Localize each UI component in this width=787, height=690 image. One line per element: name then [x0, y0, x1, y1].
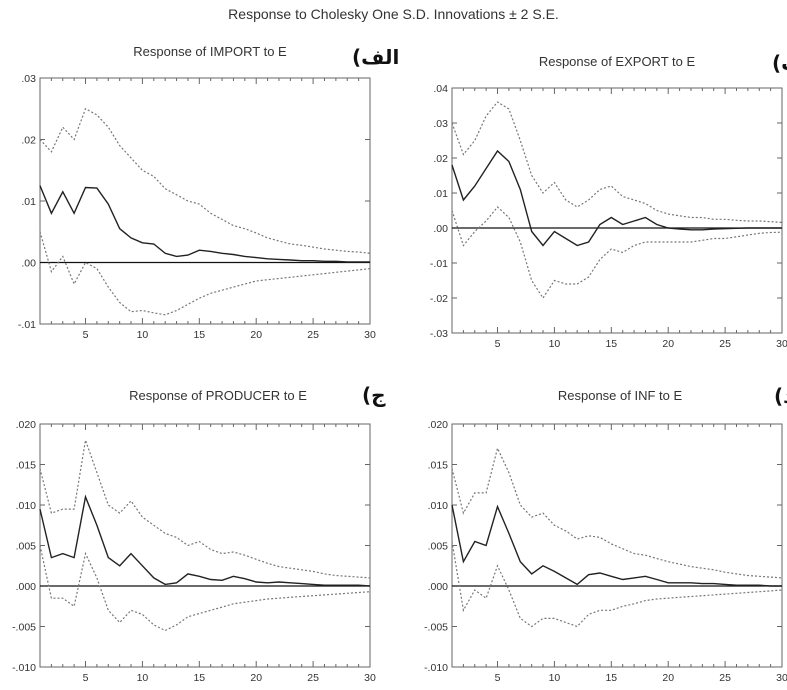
y-tick-label: -.005 [424, 622, 448, 634]
y-tick-label: .015 [428, 460, 449, 472]
y-tick-label: .005 [16, 541, 37, 553]
confidence-band-lower [451, 206, 783, 300]
y-tick-label: -.01 [18, 319, 36, 331]
y-tick-label: -.01 [430, 258, 448, 270]
y-tick-label: .02 [433, 153, 448, 165]
y-tick-label: .015 [16, 460, 37, 472]
y-tick-label: -.010 [424, 662, 448, 674]
x-tick-label: 25 [719, 338, 731, 350]
x-tick-label: 25 [719, 672, 731, 684]
chart-panel-3: Response of PRODUCER to E ج) .020 .015 .010.… [12, 383, 386, 684]
y-tick-label: -.005 [12, 622, 36, 634]
chart-panel-1: Response of IMPORT to E الف) .03 .02 .01 .00 -… [18, 44, 399, 341]
y-tick-label: -.010 [12, 662, 36, 674]
plot-frame [39, 77, 371, 325]
plot-frame [39, 423, 371, 668]
x-tick-label: 10 [137, 672, 149, 684]
x-tick-label: 20 [250, 329, 262, 341]
y-tick-label: .000 [16, 581, 37, 593]
y-tick-label: .010 [16, 500, 37, 512]
y-tick-label: .000 [428, 581, 449, 593]
x-tick-label: 30 [364, 329, 376, 341]
y-tick-label: .03 [433, 118, 448, 130]
y-tick-label: -.02 [430, 293, 448, 305]
x-tick-label: 25 [307, 329, 319, 341]
confidence-band-lower [39, 545, 371, 632]
y-tick-label: -.03 [430, 328, 448, 340]
response-line [451, 504, 782, 587]
y-tick-label: .03 [21, 73, 36, 85]
x-tick-label: 20 [250, 672, 262, 684]
y-tick-label: .00 [433, 223, 448, 235]
confidence-band-upper [451, 101, 783, 223]
panel-label: الف) [352, 45, 399, 69]
y-tick-label: .00 [21, 258, 36, 270]
panel-title: Response of EXPORT to E [539, 54, 696, 69]
plot-frame [451, 423, 783, 668]
y-tick-label: .010 [428, 500, 449, 512]
y-tick-label: .020 [16, 419, 37, 431]
x-tick-label: 5 [83, 329, 89, 341]
panel-label: ب) [772, 51, 787, 75]
x-tick-label: 25 [307, 672, 319, 684]
y-tick-label: .005 [428, 541, 449, 553]
y-tick-label: .04 [433, 83, 448, 95]
confidence-band-upper [39, 107, 371, 254]
response-line [39, 494, 371, 587]
y-tick-label: .02 [21, 135, 36, 147]
x-tick-label: 20 [662, 338, 674, 350]
x-tick-label: 10 [137, 329, 149, 341]
confidence-band-lower [39, 231, 371, 316]
response-line [39, 185, 370, 263]
panel-label: د) [774, 384, 787, 408]
x-tick-label: 30 [776, 338, 787, 350]
x-tick-label: 30 [776, 672, 787, 684]
chart-panel-4: Response of INF to E د) .020 .015 .010 .005 .0… [424, 384, 787, 684]
y-tick-label: .020 [428, 419, 449, 431]
x-tick-label: 15 [605, 672, 617, 684]
panel-title: Response of IMPORT to E [133, 44, 287, 59]
chart-panel-2: Response of EXPORT to E ب) .04 .03 .02 .01 .00… [430, 51, 787, 350]
confidence-band-upper [39, 440, 371, 579]
confidence-band-upper [451, 446, 783, 579]
x-tick-label: 15 [193, 672, 205, 684]
response-line [451, 149, 782, 247]
figure-title: Response to Cholesky One S.D. Innovation… [228, 6, 559, 22]
confidence-band-lower [451, 541, 783, 628]
panel-label: ج) [362, 383, 386, 407]
x-tick-label: 20 [662, 672, 674, 684]
y-tick-label: .01 [21, 196, 36, 208]
x-tick-label: 5 [83, 672, 89, 684]
x-tick-label: 10 [549, 338, 561, 350]
x-tick-label: 30 [364, 672, 376, 684]
panel-title: Response of INF to E [558, 388, 683, 403]
x-tick-label: 5 [495, 672, 501, 684]
panel-title: Response of PRODUCER to E [129, 388, 307, 403]
x-tick-label: 15 [193, 329, 205, 341]
x-tick-label: 15 [605, 338, 617, 350]
y-tick-label: .01 [433, 188, 448, 200]
x-tick-label: 10 [549, 672, 561, 684]
x-tick-label: 5 [495, 338, 501, 350]
